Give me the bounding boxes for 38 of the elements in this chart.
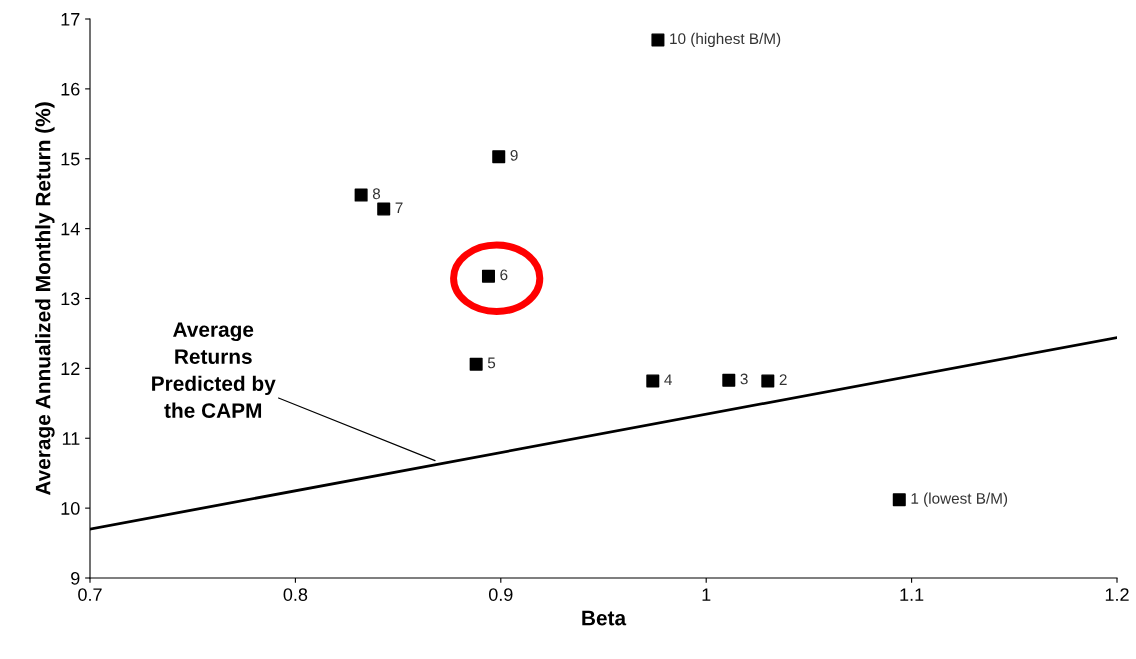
annotation: 5 xyxy=(487,357,496,369)
y-tick-label: 13 xyxy=(61,292,80,306)
point xyxy=(469,357,483,371)
y-tick-label: 15 xyxy=(61,152,80,166)
point xyxy=(761,374,775,388)
y-tick-label: 11 xyxy=(62,432,80,445)
x-tick-label: 0.8 xyxy=(283,588,308,601)
x-tick-label: 0.7 xyxy=(78,588,102,601)
x-tick-label: 1 xyxy=(702,588,711,601)
annotation: 8 xyxy=(372,188,381,200)
point xyxy=(481,269,495,283)
x-tick-label: 1.2 xyxy=(1105,588,1129,601)
y-axis-title: Average Annualized Monthly Return (%) xyxy=(35,102,55,496)
point xyxy=(354,188,368,202)
y-tick-label: 10 xyxy=(61,502,80,515)
y-tick-label: 17 xyxy=(61,13,80,26)
annotation: 10 (highest B/M) xyxy=(670,32,781,48)
y-tick-label: 9 xyxy=(71,571,80,585)
annotation: 7 xyxy=(395,202,403,214)
y-tick-label: 14 xyxy=(61,222,80,236)
x-tick-label: 0.9 xyxy=(488,588,513,601)
y-tick-label: 16 xyxy=(61,82,80,96)
x-axis-title: Beta xyxy=(582,610,627,626)
point xyxy=(892,493,906,507)
annotation: 9 xyxy=(510,149,518,161)
point xyxy=(651,33,665,47)
annotation: Average Returns Predicted by the CAPM xyxy=(152,322,276,418)
annotation: 3 xyxy=(740,373,748,385)
point xyxy=(646,374,660,388)
annotation: 1 (lowest B/M) xyxy=(911,492,1008,507)
x-tick-label: 1.1 xyxy=(900,588,924,601)
y-tick-label: 12 xyxy=(61,362,80,375)
point xyxy=(492,150,506,164)
annotation: 2 xyxy=(779,374,787,385)
annotation: 4 xyxy=(664,374,672,385)
point xyxy=(377,202,391,216)
point xyxy=(722,373,736,387)
annotation: 6 xyxy=(500,269,508,281)
